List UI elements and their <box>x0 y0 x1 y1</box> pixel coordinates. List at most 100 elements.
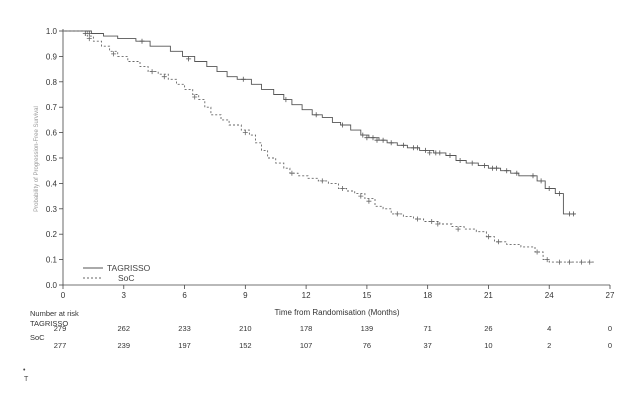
censor-mark-tagrisso <box>313 112 319 118</box>
censor-mark-soc <box>358 193 364 199</box>
censor-mark-tagrisso <box>546 186 552 191</box>
censor-mark-tagrisso <box>494 165 499 171</box>
censor-mark-tagrisso <box>388 140 394 146</box>
risk-value-tagrisso: 26 <box>484 324 492 333</box>
y-tick-label: 0.4 <box>46 179 58 188</box>
censor-mark-tagrisso <box>514 170 520 176</box>
risk-value-soc: 107 <box>300 341 313 350</box>
censor-mark-soc <box>544 257 550 263</box>
censor-mark-soc <box>319 178 325 184</box>
censor-mark-tagrisso <box>380 137 386 143</box>
censor-mark-soc <box>161 74 167 80</box>
risk-value-soc: 152 <box>239 341 252 350</box>
risk-value-tagrisso: 233 <box>178 324 191 333</box>
y-tick-label: 0.8 <box>46 78 58 87</box>
risk-value-soc: 0 <box>608 341 612 350</box>
censor-mark-tagrisso <box>447 153 453 158</box>
censor-mark-soc <box>111 51 117 57</box>
censor-mark-soc <box>534 249 540 255</box>
stray-bullet: • <box>23 367 26 374</box>
y-axis-title: Probability of Progression-Free Survival <box>34 106 40 212</box>
y-tick-label: 0.7 <box>46 103 58 112</box>
censor-mark-tagrisso <box>427 150 433 156</box>
censor-mark-tagrisso <box>415 145 420 151</box>
risk-value-tagrisso: 4 <box>547 324 551 333</box>
censor-mark-tagrisso <box>469 160 475 166</box>
x-tick-label: 27 <box>606 291 615 300</box>
censor-mark-tagrisso <box>364 135 370 141</box>
censor-mark-soc <box>415 216 420 222</box>
y-tick-label: 0.1 <box>46 256 58 265</box>
series-line-soc <box>63 30 594 263</box>
censor-mark-soc <box>289 170 295 176</box>
series-layer <box>63 30 594 265</box>
censor-mark-soc <box>556 259 562 265</box>
censor-mark-tagrisso <box>139 38 145 44</box>
risk-value-tagrisso: 262 <box>118 324 131 333</box>
y-tick-label: 0.3 <box>46 205 58 214</box>
censor-mark-soc <box>579 259 585 265</box>
censor-mark-tagrisso <box>530 173 536 179</box>
censor-mark-soc <box>366 198 372 204</box>
x-tick-label: 12 <box>302 291 311 300</box>
censor-mark-tagrisso <box>374 137 380 143</box>
censor-mark-tagrisso <box>240 76 246 82</box>
y-ticks: 0.0 0.1 0.2 0.3 0.4 0.5 0.6 0.7 0.8 0.9 1.0 <box>46 27 63 290</box>
x-ticks: 0 3 6 9 12 15 18 21 24 27 <box>61 285 615 300</box>
risk-value-soc: 239 <box>118 341 131 350</box>
censor-mark-tagrisso <box>340 122 346 128</box>
censor-mark-soc <box>429 219 435 224</box>
censor-mark-soc <box>340 186 346 191</box>
legend-label-soc: SoC <box>118 273 135 283</box>
x-tick-label: 3 <box>122 291 127 300</box>
censor-mark-soc <box>192 94 198 100</box>
risk-value-tagrisso: 71 <box>423 324 431 333</box>
stray-letter: T <box>24 376 29 383</box>
risk-table-header: Number at risk <box>30 309 79 318</box>
x-tick-label: 24 <box>545 291 554 300</box>
censor-mark-tagrisso <box>556 191 562 197</box>
y-tick-label: 0.9 <box>46 52 58 61</box>
censor-mark-tagrisso <box>457 158 463 163</box>
risk-value-tagrisso: 210 <box>239 324 252 333</box>
censor-mark-tagrisso <box>504 168 510 174</box>
censor-mark-tagrisso <box>481 163 487 169</box>
censor-mark-tagrisso <box>370 135 376 141</box>
x-tick-label: 21 <box>484 291 493 300</box>
risk-value-soc: 197 <box>178 341 191 350</box>
censor-mark-soc <box>496 239 502 245</box>
censor-mark-soc <box>455 226 461 232</box>
risk-value-soc: 37 <box>423 341 431 350</box>
censor-mark-tagrisso <box>86 31 92 36</box>
risk-value-soc: 76 <box>363 341 371 350</box>
y-tick-label: 0.5 <box>46 154 58 163</box>
censor-mark-soc <box>485 234 491 240</box>
censor-mark-tagrisso <box>360 132 366 138</box>
censor-mark-tagrisso <box>186 56 192 62</box>
series-line-tagrisso <box>63 30 576 215</box>
x-tick-label: 6 <box>182 291 187 300</box>
censor-mark-soc <box>435 221 441 227</box>
risk-row-label-tagrisso: TAGRISSO <box>30 319 68 328</box>
censor-mark-tagrisso <box>400 142 406 148</box>
risk-value-tagrisso: 279 <box>54 324 67 333</box>
censor-mark-tagrisso <box>437 150 443 156</box>
risk-value-soc: 277 <box>54 341 67 350</box>
y-tick-label: 1.0 <box>46 27 58 36</box>
censor-mark-tagrisso <box>283 97 289 103</box>
censor-mark-soc <box>149 69 155 75</box>
x-tick-label: 15 <box>362 291 371 300</box>
y-tick-label: 0.0 <box>46 281 58 290</box>
censor-mark-soc <box>587 259 593 265</box>
censor-mark-soc <box>242 130 248 136</box>
legend: TAGRISSO SoC <box>83 263 151 283</box>
y-tick-label: 0.2 <box>46 230 58 239</box>
censor-mark-soc <box>567 259 572 265</box>
censor-mark-tagrisso <box>423 147 429 153</box>
risk-value-tagrisso: 0 <box>608 324 612 333</box>
axes <box>62 29 610 286</box>
legend-label-tagrisso: TAGRISSO <box>107 263 151 273</box>
x-tick-label: 18 <box>423 291 432 300</box>
